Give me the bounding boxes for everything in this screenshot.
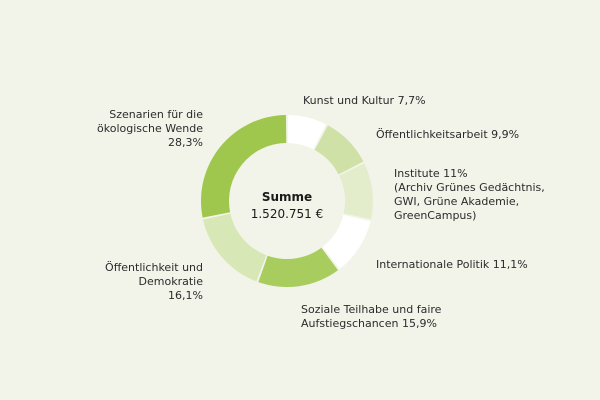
slice-label-line: Demokratie xyxy=(139,275,204,288)
slice-label-line: 28,3% xyxy=(168,136,203,149)
slice-label: Institute 11% (Archiv Grünes Gedächtnis, G… xyxy=(394,167,545,222)
slice-label-line: GWI, Grüne Akademie, xyxy=(394,195,519,208)
center-title: Summe xyxy=(262,190,312,204)
donut-slice xyxy=(287,115,327,150)
donut-slice xyxy=(203,213,267,282)
slice-label: Öffentlichkeit und Demokratie 16,1% xyxy=(105,261,203,302)
slice-label-line: Öffentlichkeitsarbeit 9,9% xyxy=(376,128,519,141)
slices-layer xyxy=(200,115,374,288)
slice-label-line: Internationale Politik 11,1% xyxy=(376,258,528,271)
slice-label: Internationale Politik 11,1% xyxy=(376,258,528,271)
slice-label: Öffentlichkeitsarbeit 9,9% xyxy=(376,128,519,141)
labels-layer: Kunst und Kultur 7,7% Öffentlichkeitsarbe… xyxy=(97,94,545,330)
slice-label-line: Aufstiegschancen 15,9% xyxy=(301,317,437,330)
donut-slice xyxy=(200,115,287,218)
center-value: 1.520.751 € xyxy=(251,207,324,221)
donut-slice xyxy=(314,125,364,175)
slice-label-line: GreenCampus) xyxy=(394,209,476,222)
slice-label: Kunst und Kultur 7,7% xyxy=(303,94,426,107)
donut-slice xyxy=(258,247,339,288)
slice-label-line: Kunst und Kultur 7,7% xyxy=(303,94,426,107)
slice-label-line: Szenarien für die xyxy=(109,108,203,121)
slice-label-line: Institute 11% xyxy=(394,167,468,180)
slice-label-line: (Archiv Grünes Gedächtnis, xyxy=(394,181,545,194)
slice-label: Szenarien für die ökologische Wende 28,3% xyxy=(97,108,203,149)
slice-label-line: Öffentlichkeit und xyxy=(105,261,203,274)
slice-label-line: 16,1% xyxy=(168,289,203,302)
donut-slice xyxy=(339,163,374,220)
slice-label-line: ökologische Wende xyxy=(97,122,203,135)
slice-label-line: Soziale Teilhabe und faire xyxy=(301,303,442,316)
slice-label: Soziale Teilhabe und faire Aufstiegschanc… xyxy=(301,303,442,330)
donut-slice xyxy=(322,214,371,269)
